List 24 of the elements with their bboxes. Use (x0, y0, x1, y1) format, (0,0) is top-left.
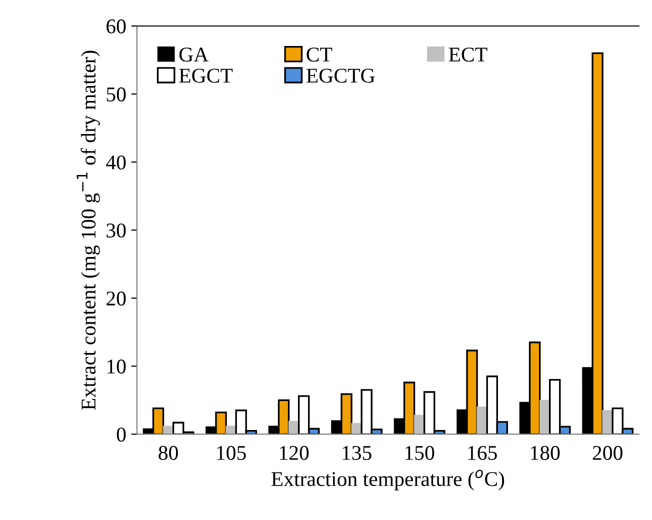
x-tick-label: 200 (592, 446, 622, 460)
x-tick-label: 150 (406, 446, 434, 460)
x-tick-label: 105 (217, 446, 246, 460)
y-tick-label: 30 (106, 223, 126, 238)
y-axis-title: Extract content (mg 100 g$^{−1}$ of dry matter) (76, 50, 100, 410)
y-tick-label: 40 (106, 155, 126, 170)
legend-label: ECT (448, 48, 488, 62)
bar (602, 410, 613, 434)
x-tick-label: 180 (531, 446, 560, 460)
x-tick-label: 135 (342, 446, 372, 460)
legend-label: GA (179, 48, 209, 62)
legend-label: EGCTG (306, 68, 375, 83)
x-axis-title: Extraction temperature ($^{o}$C) (271, 470, 504, 490)
legend-label: EGCT (179, 68, 233, 83)
y-tick-label: 10 (108, 360, 126, 374)
y-tick-label: 50 (106, 87, 126, 102)
y-tick-label: 60 (106, 19, 126, 34)
bar (476, 406, 488, 434)
x-tick-label: 165 (468, 446, 497, 460)
x-tick-label: 120 (280, 446, 309, 460)
legend-label: CT (306, 48, 332, 62)
y-tick-label: 20 (106, 292, 126, 306)
y-tick-label: 0 (116, 428, 126, 442)
x-tick-label: 80 (158, 446, 178, 460)
